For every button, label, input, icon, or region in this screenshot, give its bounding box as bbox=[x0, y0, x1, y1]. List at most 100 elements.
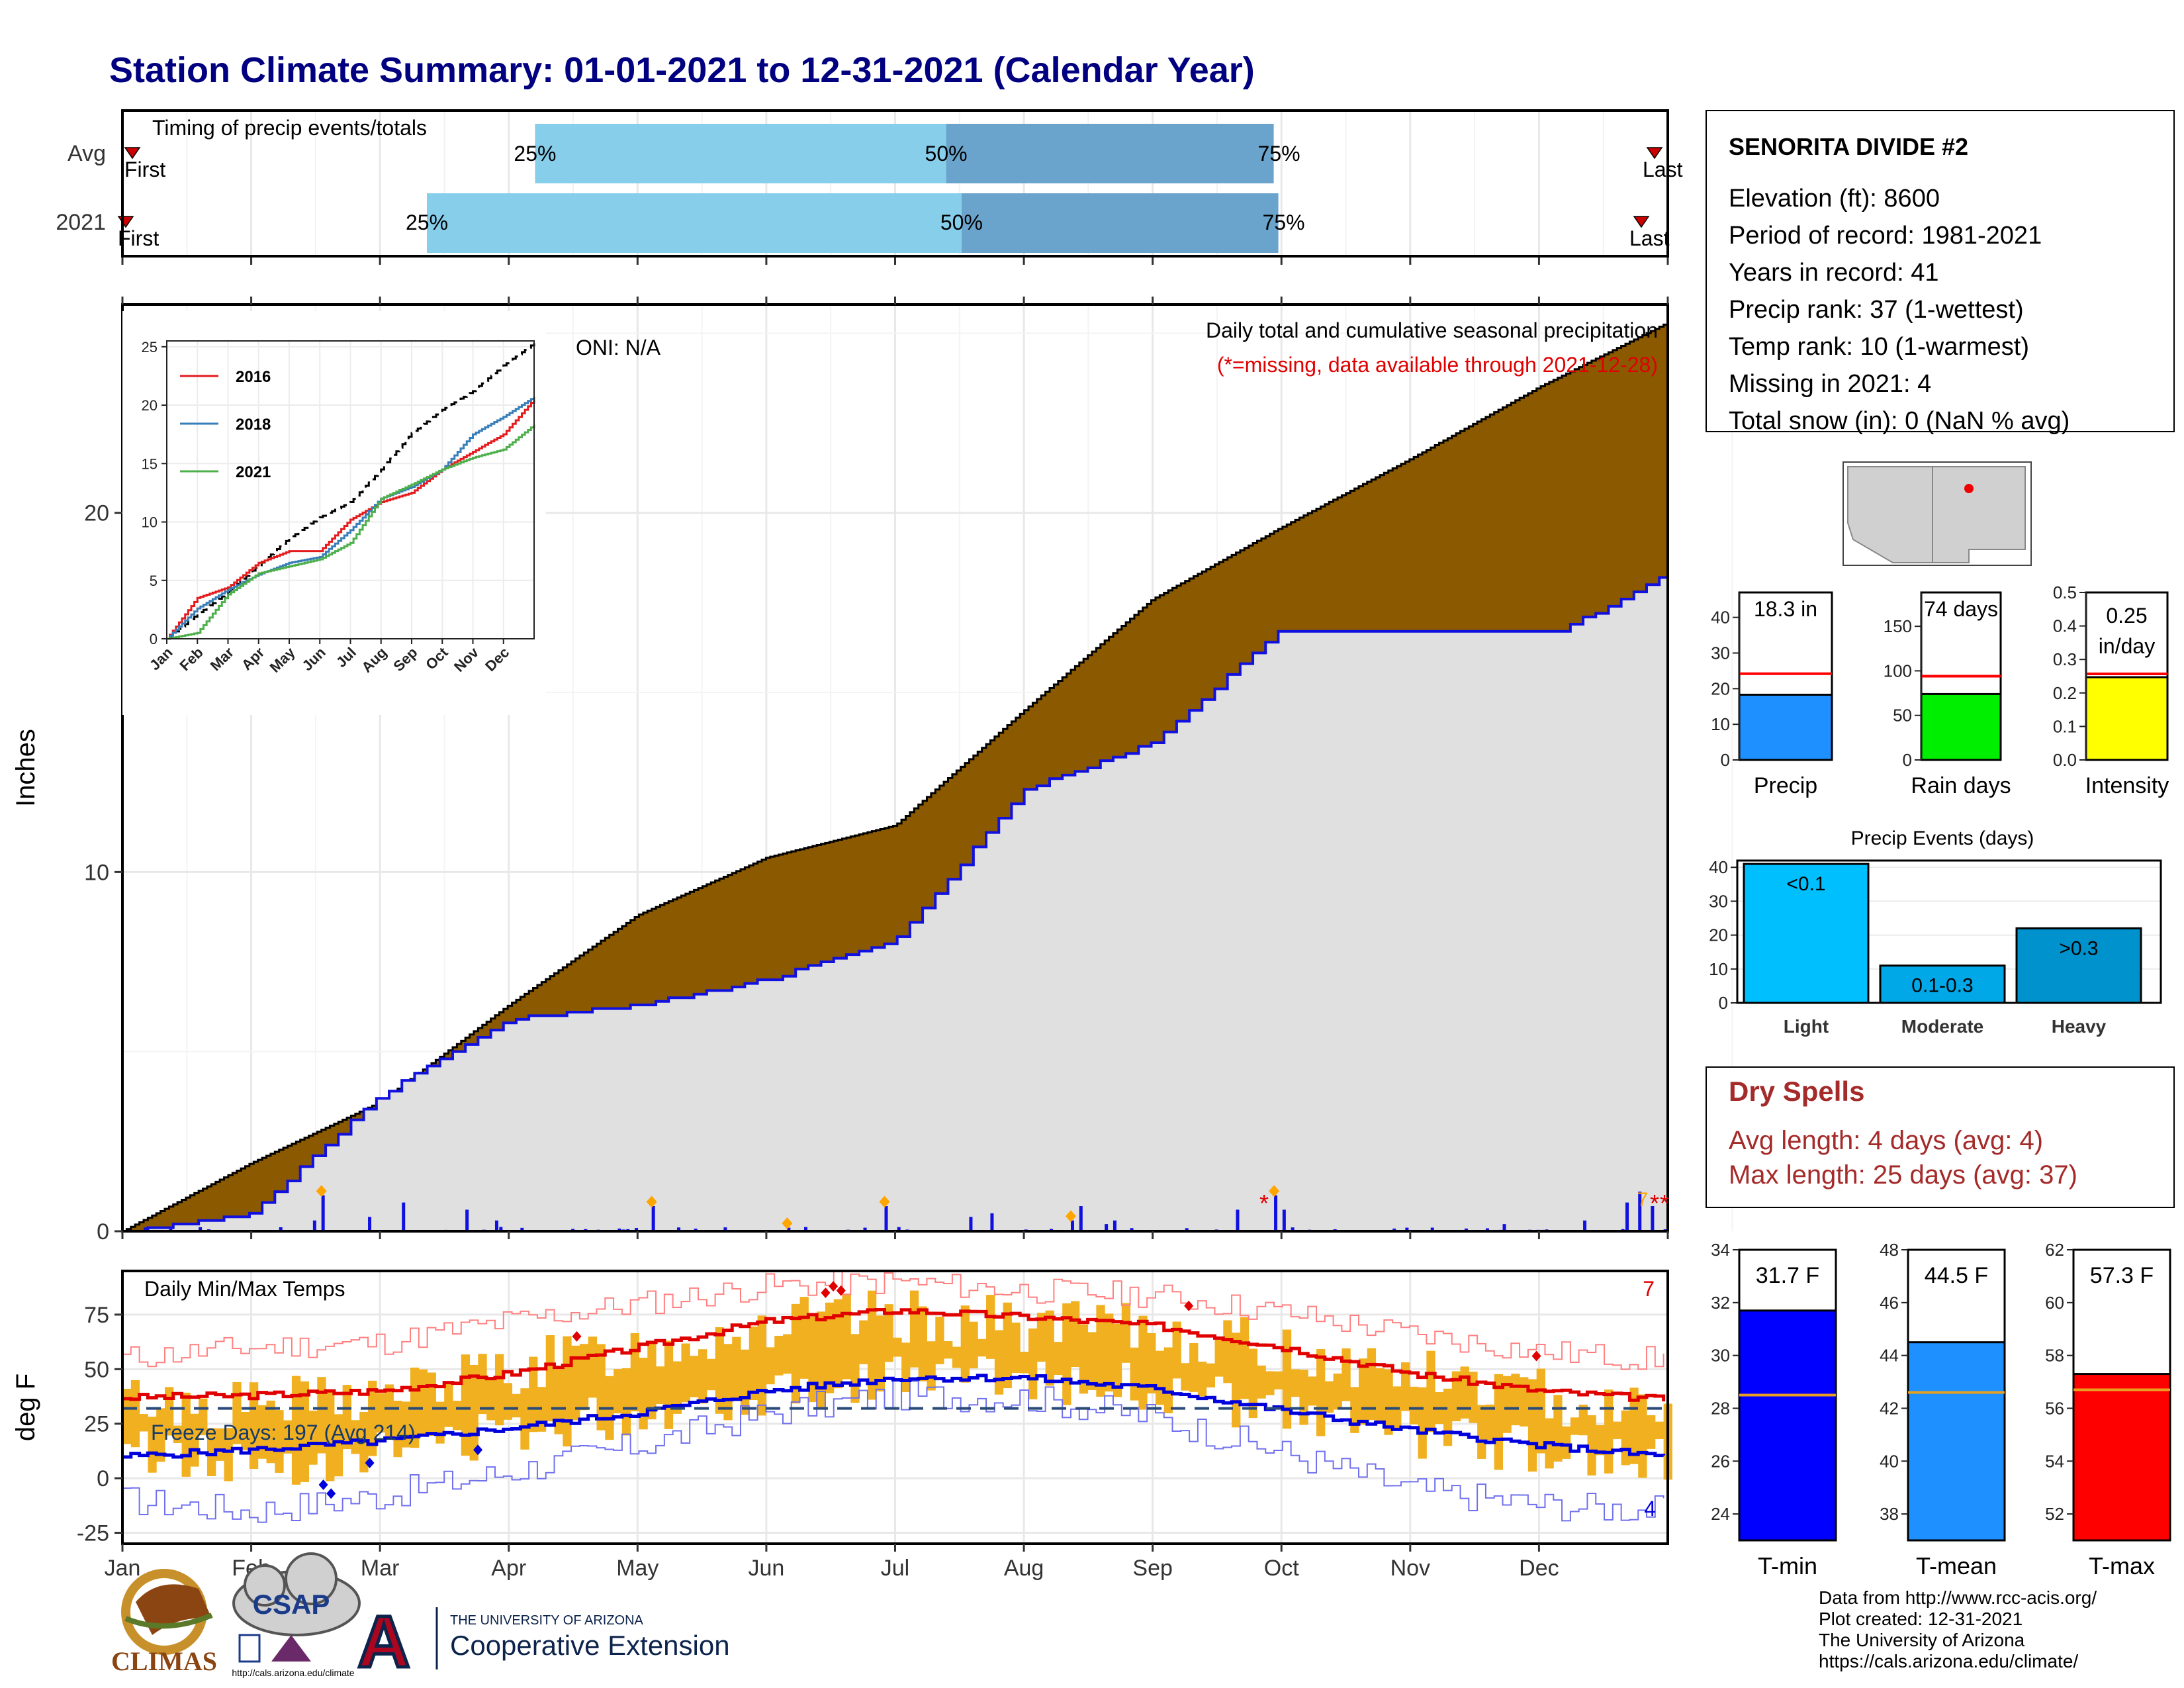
daily-precip-bar bbox=[1502, 1224, 1506, 1231]
events-bar-label: <0.1 bbox=[1786, 873, 1825, 895]
tmean-y-tick-label: 46 bbox=[1880, 1293, 1899, 1313]
record-temp-marker bbox=[326, 1488, 336, 1499]
ua-block-a-icon: A bbox=[357, 1601, 410, 1683]
temp-range-bar bbox=[444, 1382, 453, 1427]
station-info-line: Period of record: 1981-2021 bbox=[1729, 222, 2042, 250]
precip-y-tick-label: 0 bbox=[97, 1219, 109, 1244]
temp-range-bar bbox=[130, 1380, 140, 1448]
temp-range-bar bbox=[427, 1372, 436, 1436]
temp-range-bar bbox=[1527, 1379, 1537, 1472]
temp-range-bar bbox=[1350, 1387, 1359, 1433]
temp-range-bar bbox=[1197, 1361, 1207, 1397]
station-info-line: Missing in 2021: 4 bbox=[1729, 370, 1931, 398]
temp-range-bar bbox=[893, 1337, 902, 1357]
timing-pct-25: 25% bbox=[514, 142, 556, 165]
precip-y-tick-label: 20 bbox=[84, 501, 109, 526]
temp-range-bar bbox=[1223, 1320, 1232, 1383]
temp-range-bar bbox=[1070, 1301, 1080, 1368]
timing-bar-50-75 bbox=[946, 124, 1274, 183]
tmean-label: T-mean bbox=[1916, 1552, 1997, 1579]
credits: Data from http://www.rcc-acis.org/ Plot … bbox=[1819, 1587, 2097, 1671]
temp-range-bar bbox=[571, 1345, 580, 1421]
tmax-label: T-max bbox=[2089, 1552, 2155, 1579]
record-day-count: 7 bbox=[1637, 1189, 1649, 1211]
record-temp-marker bbox=[572, 1331, 582, 1342]
events-title: Precip Events (days) bbox=[1851, 827, 2034, 849]
temp-range-bar bbox=[249, 1382, 259, 1470]
ua-name: THE UNIVERSITY OF ARIZONA bbox=[450, 1613, 644, 1628]
temp-range-bar bbox=[1511, 1374, 1520, 1426]
intensity-label: Intensity bbox=[2085, 773, 2169, 798]
temp-range-bar bbox=[1181, 1363, 1190, 1391]
precip-label: Precip bbox=[1754, 773, 1817, 798]
daily-precip-bar bbox=[969, 1217, 973, 1231]
daily-precip-bar bbox=[1583, 1220, 1587, 1231]
temp-range-bar bbox=[1130, 1347, 1139, 1401]
inset-legend-label: 2018 bbox=[236, 416, 271, 434]
temp-range-bar bbox=[393, 1401, 402, 1458]
intensity-bar bbox=[2085, 676, 2169, 761]
precip-y-tick-label: 30 bbox=[1711, 643, 1730, 663]
daily-precip-bar bbox=[723, 1227, 727, 1231]
daily-precip-bar bbox=[1079, 1206, 1083, 1231]
missing-marker: * bbox=[1650, 1190, 1659, 1217]
temp-range-bar bbox=[317, 1377, 326, 1454]
credit-line: Plot created: 12-31-2021 bbox=[1819, 1609, 2023, 1629]
precip-y-tick-label: 10 bbox=[1711, 714, 1730, 734]
temp-range-bar bbox=[122, 1389, 132, 1444]
daily-precip-bar bbox=[635, 1228, 639, 1231]
dry-spells-title: Dry Spells bbox=[1729, 1076, 1864, 1107]
rain-days-y-tick-label: 0 bbox=[1903, 750, 1912, 770]
daily-precip-bar bbox=[1464, 1228, 1468, 1231]
daily-precip-bar bbox=[499, 1227, 503, 1231]
temp-range-bar bbox=[1520, 1377, 1529, 1427]
temp-range-bar bbox=[545, 1335, 555, 1422]
precip-value: 18.3 in bbox=[1754, 597, 1817, 621]
precip-summary-bars: 0 10 20 30 40 18.3 in Precip 0 50 100 150 74 days Ra… bbox=[1711, 583, 2169, 798]
temp-range-bar bbox=[478, 1354, 487, 1415]
temp-range-bar bbox=[969, 1321, 978, 1369]
temp-range-bar bbox=[1138, 1315, 1148, 1410]
inset-y-tick-label: 0 bbox=[150, 631, 158, 647]
temp-range-bar bbox=[1460, 1366, 1469, 1419]
rain-days-label: Rain days bbox=[1911, 773, 2011, 798]
temp-range-bar bbox=[1553, 1395, 1563, 1462]
daily-precip-bar bbox=[677, 1227, 681, 1231]
temp-range-bar bbox=[351, 1420, 360, 1454]
inset-year-line bbox=[167, 399, 535, 640]
events-y-tick-label: 40 bbox=[1709, 857, 1728, 877]
temp-range-bar bbox=[1333, 1373, 1342, 1410]
temp-range-bar bbox=[241, 1411, 250, 1450]
university-of-arizona-logo: A THE UNIVERSITY OF ARIZONA Cooperative … bbox=[356, 1600, 730, 1685]
temp-range-bar bbox=[1163, 1347, 1173, 1413]
temp-x-tick-label: Jun bbox=[749, 1556, 785, 1581]
climas-logo-text: CLIMAS bbox=[111, 1646, 217, 1676]
average-high-line bbox=[122, 1308, 1666, 1402]
oni-label: ONI: N/A bbox=[576, 336, 661, 359]
temp-range-bar bbox=[1036, 1313, 1046, 1362]
station-info-line: Total snow (in): 0 (NaN % avg) bbox=[1729, 407, 2070, 435]
tmin-y-tick-label: 26 bbox=[1711, 1451, 1730, 1471]
record-temp-marker bbox=[821, 1287, 831, 1298]
temp-range-bar bbox=[766, 1347, 775, 1385]
station-info-line: Precip rank: 37 (1-wettest) bbox=[1729, 296, 2024, 324]
observed-cumulative-precip-line bbox=[122, 576, 1668, 1233]
tmin-y-tick-label: 24 bbox=[1711, 1504, 1730, 1524]
temp-range-bar bbox=[1155, 1350, 1165, 1405]
precip-missing-note: (*=missing, data available through 2021-… bbox=[1217, 353, 1658, 377]
record-temp-marker bbox=[1531, 1350, 1541, 1362]
inset-legend-label: 2016 bbox=[236, 368, 271, 386]
temp-range-bar bbox=[139, 1414, 148, 1432]
record-temp-marker bbox=[473, 1444, 483, 1456]
intensity-value: 0.25 bbox=[2106, 604, 2147, 628]
temp-range-bar bbox=[621, 1368, 631, 1436]
temp-x-tick-label: Jul bbox=[881, 1556, 909, 1581]
temp-range-bar bbox=[1400, 1362, 1410, 1411]
timing-bar-25-50 bbox=[535, 124, 946, 183]
temp-range-bar bbox=[1384, 1369, 1393, 1435]
daily-precip-bar bbox=[199, 1227, 203, 1231]
temp-x-tick-label: Sep bbox=[1132, 1556, 1173, 1581]
timing-pct-75: 75% bbox=[1258, 142, 1300, 165]
inset-y-tick-label: 5 bbox=[150, 573, 158, 589]
